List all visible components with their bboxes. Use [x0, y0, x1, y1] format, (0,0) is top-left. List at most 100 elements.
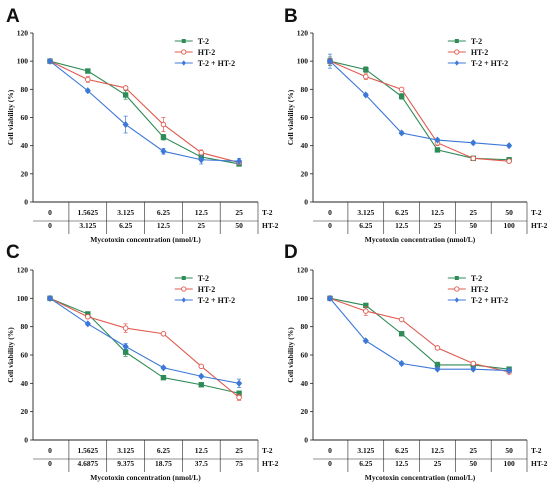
y-tick-label: 60	[301, 113, 309, 122]
x-tick-label-ht2: 6.25	[359, 221, 372, 230]
x-tick-label-ht2: 0	[48, 221, 52, 230]
x-axis-label: Mycotoxin concentration (nmol/L)	[90, 235, 201, 244]
row-label-ht2: HT-2	[262, 221, 279, 230]
series-line	[49, 60, 240, 165]
data-point	[398, 86, 405, 93]
x-tick-label-ht2: 25	[198, 221, 206, 230]
x-tick-label-t2: 6.25	[157, 446, 170, 455]
x-tick-label-ht2: 12.5	[395, 221, 408, 230]
data-point	[470, 365, 477, 373]
x-tick-label-t2: 12.5	[431, 446, 444, 455]
legend-marker	[181, 297, 186, 303]
data-point	[85, 76, 91, 83]
data-point	[198, 372, 205, 380]
x-tick-label-t2: 12.5	[195, 208, 208, 217]
x-tick-label-t2: 3.125	[117, 208, 134, 217]
data-point	[363, 308, 369, 314]
legend-item: T-2 + HT-2	[447, 296, 508, 305]
legend-marker	[181, 49, 187, 55]
x-tick-label-ht2: 0	[48, 459, 52, 468]
y-tick-label: 100	[297, 57, 309, 66]
panel-a: A 0 20 40 60 80 100 120 Cell viability (%) 0 0 1.56…	[6, 6, 279, 244]
row-label-t2: T-2	[531, 446, 542, 455]
y-axis-label: Cell viability (%)	[286, 89, 295, 145]
data-point	[470, 155, 477, 162]
data-point	[46, 294, 54, 302]
y-tick-label: 120	[17, 29, 29, 38]
legend-label: T-2	[471, 274, 482, 283]
data-point	[160, 374, 167, 381]
panel-b: B 0 20 40 60 80 100 120 Cell viability (%) 0 0 3.12…	[284, 6, 548, 244]
x-tick-label-t2: 25	[235, 446, 243, 455]
x-tick-label-ht2: 6.25	[119, 221, 132, 230]
data-point	[46, 57, 54, 65]
x-tick-label-t2: 0	[328, 446, 332, 455]
data-point	[326, 294, 334, 302]
x-tick-label-ht2: 4.6875	[78, 459, 99, 468]
panel-letter: D	[284, 242, 298, 263]
data-point	[160, 134, 167, 140]
series-2	[326, 53, 513, 150]
data-point	[362, 337, 369, 345]
legend-item: HT-2	[174, 48, 216, 57]
panel-letter: A	[6, 6, 20, 27]
row-label-t2: T-2	[531, 208, 542, 217]
y-tick-label: 60	[301, 351, 309, 360]
legend-label: T-2 + HT-2	[198, 296, 235, 305]
x-tick-label-t2: 50	[505, 446, 513, 455]
x-tick-label-ht2: 25	[434, 459, 442, 468]
series-1	[47, 58, 242, 166]
legend-item: T-2	[174, 274, 209, 283]
row-label-ht2: HT-2	[531, 221, 548, 230]
legend-label: HT-2	[198, 48, 216, 57]
x-tick-label-t2: 0	[48, 446, 52, 455]
x-tick-label-t2: 6.25	[395, 208, 408, 217]
data-point	[506, 158, 512, 164]
data-point	[198, 382, 204, 388]
y-tick-label: 80	[21, 322, 29, 331]
series-line	[49, 297, 240, 394]
legend-marker	[181, 286, 187, 292]
legend-marker	[454, 60, 460, 66]
y-tick-label: 0	[304, 198, 308, 207]
y-tick-label: 80	[301, 85, 309, 94]
y-tick-label: 40	[301, 141, 309, 150]
legend-label: T-2	[198, 37, 209, 46]
series-line	[329, 297, 510, 370]
legend-marker	[181, 39, 186, 43]
x-tick-label-t2: 25	[470, 446, 478, 455]
legend-label: T-2	[471, 37, 482, 46]
data-point	[398, 359, 405, 368]
data-point	[122, 342, 129, 351]
x-tick-label-ht2: 100	[503, 459, 515, 468]
legend-label: T-2 + HT-2	[198, 59, 235, 68]
row-label-ht2: HT-2	[262, 459, 279, 468]
legend-item: T-2	[174, 37, 209, 46]
legend-marker	[454, 276, 459, 280]
data-point	[85, 314, 91, 320]
data-point	[85, 68, 91, 74]
x-tick-label-t2: 25	[470, 208, 478, 217]
x-tick-label-t2: 0	[328, 208, 332, 217]
data-point	[160, 121, 167, 128]
data-point	[506, 142, 513, 150]
y-tick-label: 0	[24, 198, 28, 207]
panel-d: D 0 20 40 60 80 100 120 Cell viability (%) 0 0 3.12…	[284, 242, 548, 482]
data-point	[122, 349, 129, 355]
legend-marker	[181, 276, 186, 280]
y-tick-label: 120	[297, 29, 309, 38]
series-line	[329, 60, 510, 161]
y-tick-label: 20	[301, 407, 309, 416]
panel-c: C 0 20 40 60 80 100 120 Cell viability (%) 0 0 1.56…	[6, 242, 279, 482]
legend-item: T-2 + HT-2	[174, 59, 235, 68]
y-tick-label: 80	[301, 322, 309, 331]
legend-item: HT-2	[174, 285, 215, 294]
x-tick-label-t2: 0	[48, 208, 52, 217]
data-point	[236, 394, 242, 401]
data-point	[363, 66, 369, 73]
series-line	[329, 60, 510, 147]
x-tick-label-ht2: 25	[434, 221, 442, 230]
legend-item: T-2 + HT-2	[447, 59, 508, 68]
legend-marker	[454, 39, 459, 43]
